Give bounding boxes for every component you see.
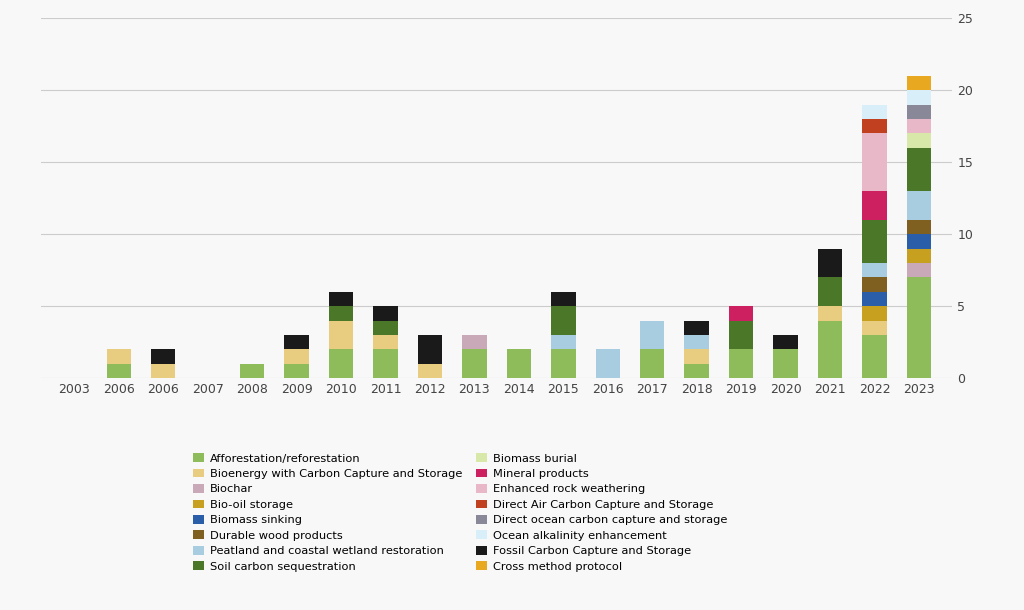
Bar [907, 191, 931, 220]
Bar [640, 350, 665, 378]
Bar [640, 321, 665, 350]
Bar [285, 335, 309, 350]
Bar [862, 306, 887, 321]
Bar [418, 364, 442, 378]
Bar [240, 364, 264, 378]
Bar [329, 292, 353, 306]
Bar [151, 350, 175, 364]
Bar [462, 350, 486, 378]
Bar [862, 335, 887, 378]
Bar [862, 105, 887, 119]
Bar [329, 350, 353, 378]
Bar [507, 350, 531, 378]
Bar [862, 119, 887, 134]
Bar [684, 335, 709, 350]
Bar [418, 335, 442, 364]
Bar [462, 335, 486, 350]
Bar [729, 321, 754, 350]
Bar [374, 306, 397, 321]
Bar [374, 335, 397, 350]
Bar [907, 263, 931, 278]
Bar [551, 335, 575, 350]
Bar [551, 306, 575, 335]
Bar [374, 321, 397, 335]
Legend: Afforestation/reforestation, Bioenergy with Carbon Capture and Storage, Biochar,: Afforestation/reforestation, Bioenergy w… [188, 449, 732, 576]
Bar [862, 220, 887, 263]
Bar [285, 364, 309, 378]
Bar [907, 90, 931, 105]
Bar [907, 148, 931, 191]
Bar [862, 321, 887, 335]
Bar [907, 119, 931, 134]
Bar [684, 364, 709, 378]
Bar [551, 350, 575, 378]
Bar [862, 263, 887, 278]
Bar [907, 105, 931, 119]
Bar [106, 364, 131, 378]
Bar [907, 220, 931, 234]
Bar [684, 350, 709, 364]
Bar [862, 134, 887, 191]
Bar [907, 234, 931, 249]
Bar [773, 335, 798, 350]
Bar [729, 350, 754, 378]
Bar [862, 191, 887, 220]
Bar [907, 249, 931, 263]
Bar [106, 350, 131, 364]
Bar [729, 306, 754, 321]
Bar [684, 321, 709, 335]
Bar [551, 292, 575, 306]
Bar [329, 321, 353, 350]
Bar [773, 350, 798, 378]
Bar [818, 249, 843, 278]
Bar [818, 321, 843, 378]
Bar [862, 278, 887, 292]
Bar [151, 364, 175, 378]
Bar [907, 76, 931, 90]
Bar [329, 306, 353, 321]
Bar [285, 350, 309, 364]
Bar [862, 292, 887, 306]
Bar [907, 134, 931, 148]
Bar [907, 278, 931, 378]
Bar [818, 306, 843, 321]
Bar [374, 350, 397, 378]
Bar [596, 350, 620, 378]
Bar [818, 278, 843, 306]
